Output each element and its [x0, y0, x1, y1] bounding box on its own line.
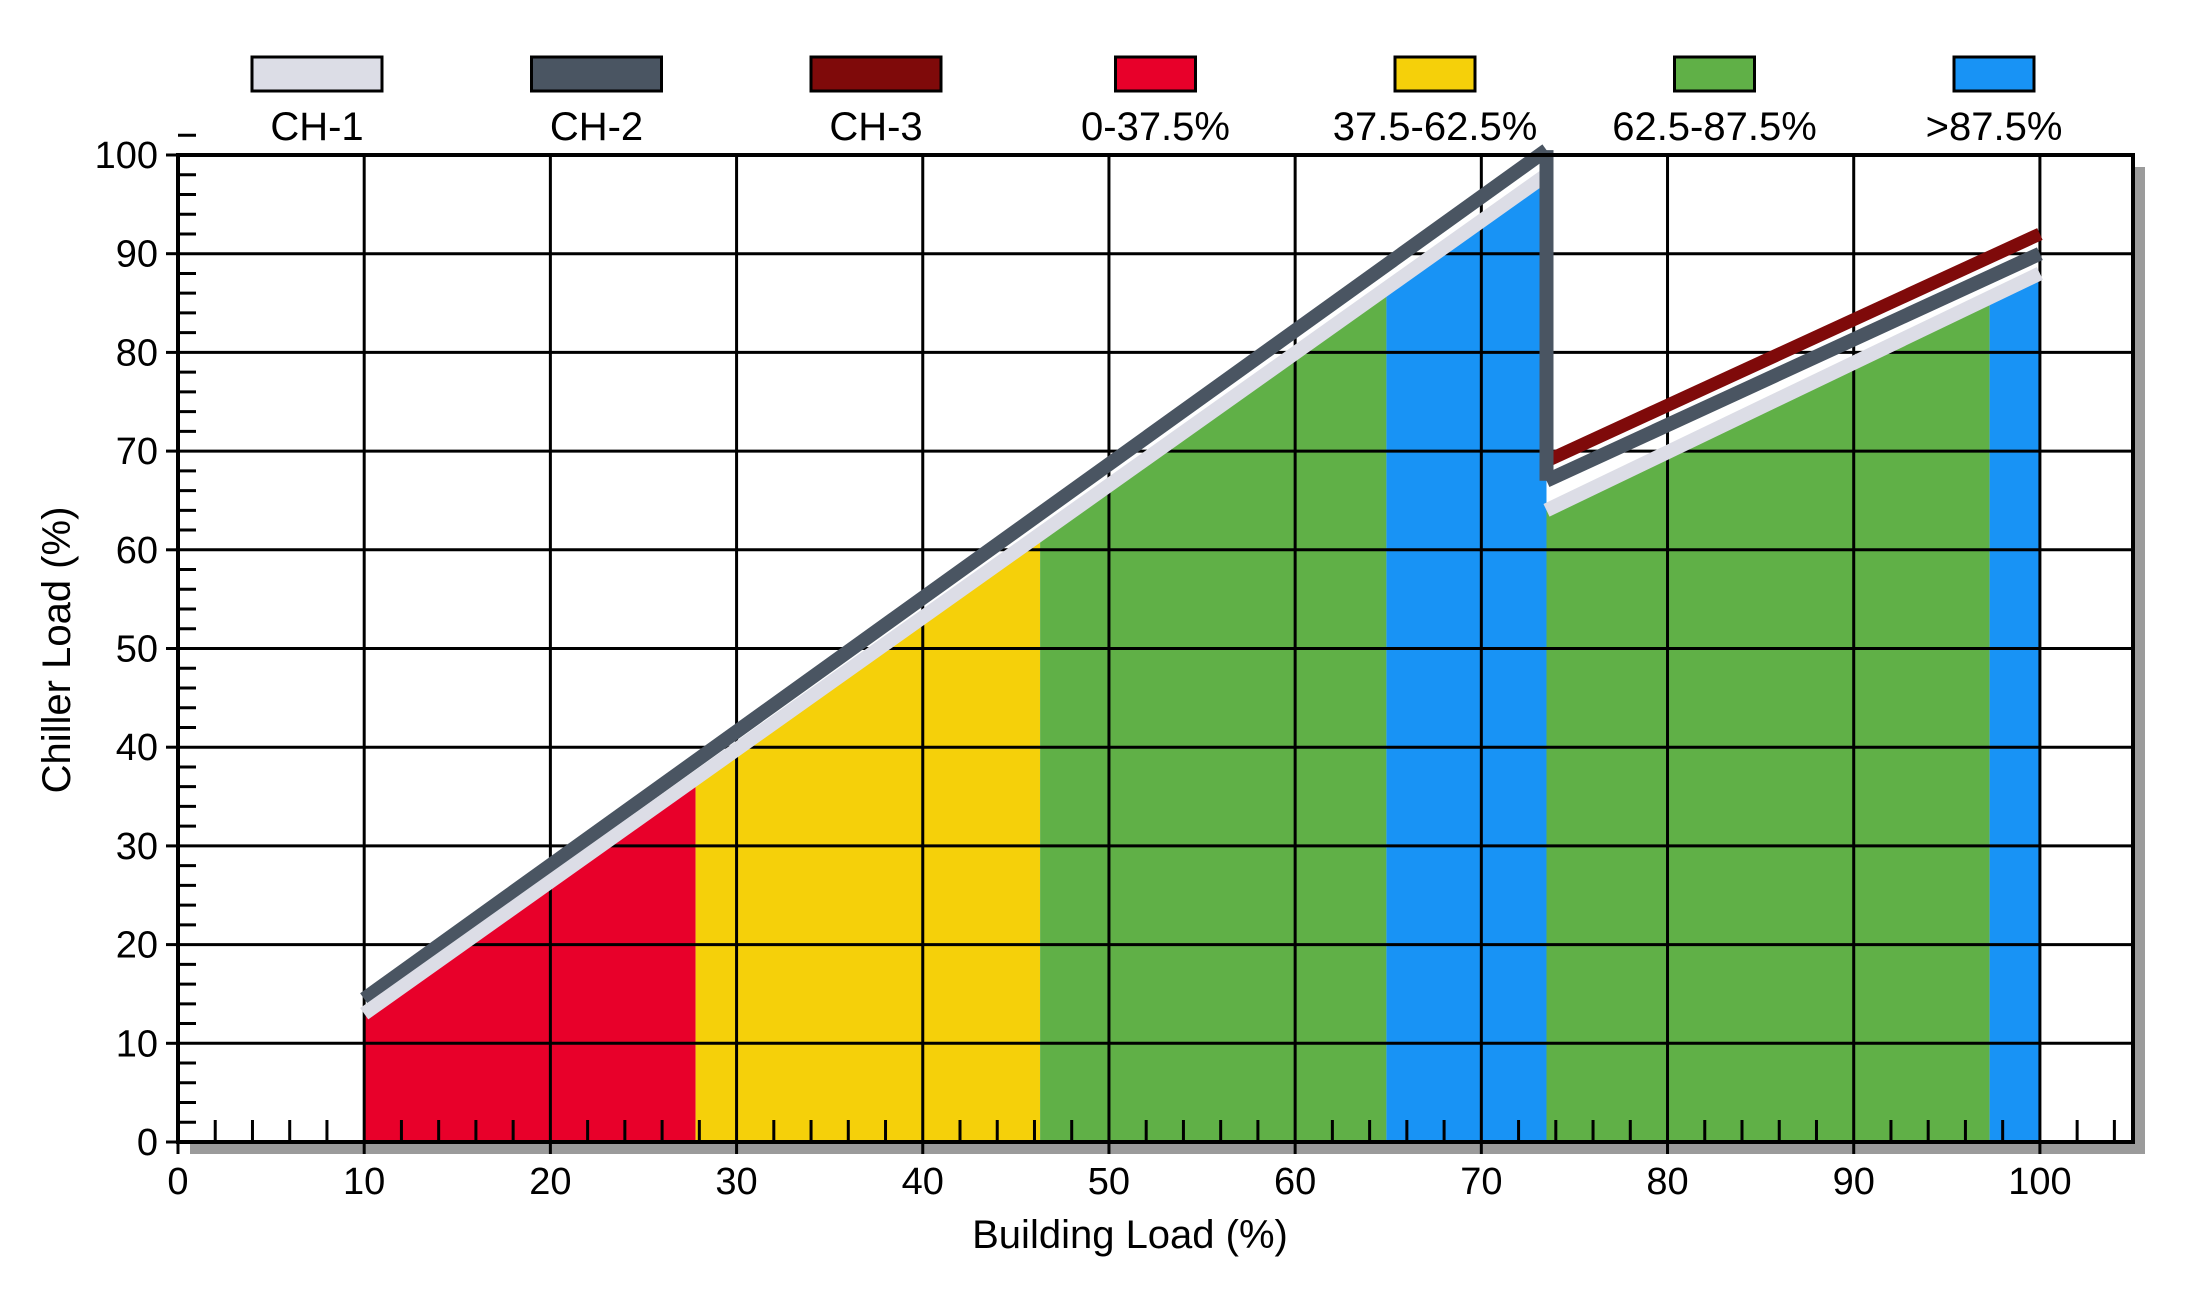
y-tick-label-4: 40 [116, 727, 158, 769]
legend-label-5: 62.5-87.5% [1612, 105, 1817, 149]
x-tick-label-10: 100 [2008, 1161, 2071, 1203]
region-4 [1546, 297, 1990, 1143]
x-axis-ticks: 0 10 20 30 40 50 60 70 80 90 100 [167, 1142, 2072, 1203]
legend-swatch-6 [1952, 55, 2036, 93]
y-axis-label: Chiller Load (%) [35, 507, 79, 794]
minor-ticks [178, 133, 2116, 1142]
series-ch-1-segment-0 [360, 168, 1551, 1020]
series-lines [360, 144, 2043, 1020]
series-ch-3-segment-0 [1543, 228, 2043, 467]
legend-label-0: CH-1 [270, 105, 363, 149]
legend-swatch-3 [1114, 55, 1197, 93]
y-tick-label-3: 30 [116, 826, 158, 868]
x-tick-label-4: 40 [902, 1161, 944, 1203]
x-tick-label-8: 80 [1646, 1161, 1688, 1203]
legend-label-4: 37.5-62.5% [1333, 105, 1538, 149]
x-tick-label-0: 0 [167, 1161, 188, 1203]
legend-swatch-5 [1673, 55, 1756, 93]
grid [178, 153, 2133, 1142]
series-ch-2-segment-1 [1543, 247, 2043, 488]
x-tick-label-7: 70 [1460, 1161, 1502, 1203]
x-tick-label-2: 20 [529, 1161, 571, 1203]
legend-label-3: 0-37.5% [1081, 105, 1230, 149]
x-tick-label-5: 50 [1088, 1161, 1130, 1203]
region-5 [1989, 273, 2040, 1142]
series-ch-2-segment-0 [360, 144, 1551, 1005]
region-2 [1040, 288, 1387, 1142]
y-tick-label-7: 70 [116, 431, 158, 473]
y-tick-label-6: 60 [116, 530, 158, 572]
region-0 [364, 778, 696, 1142]
y-tick-label-2: 20 [116, 925, 158, 967]
y-tick-label-5: 50 [116, 629, 158, 671]
x-tick-label-6: 60 [1274, 1161, 1316, 1203]
legend-label-1: CH-2 [550, 105, 643, 149]
y-tick-label-1: 10 [116, 1023, 158, 1065]
y-axis-ticks: 0 10 20 30 40 50 60 70 80 90 100 [95, 135, 178, 1164]
legend: CH-1 CH-2 CH-3 0-37.5% 37.5-62.5% 62.5-87.5% >… [250, 55, 2063, 149]
x-tick-label-1: 10 [343, 1161, 385, 1203]
y-tick-label-9: 90 [116, 234, 158, 276]
load-regions [364, 174, 2040, 1143]
y-tick-label-0: 0 [137, 1122, 158, 1164]
legend-swatch-2 [809, 55, 943, 93]
x-tick-label-3: 30 [715, 1161, 757, 1203]
legend-swatch-1 [530, 55, 663, 93]
y-tick-label-8: 80 [116, 332, 158, 374]
y-tick-label-10: 100 [95, 135, 158, 177]
region-1 [695, 534, 1041, 1142]
x-tick-label-9: 90 [1833, 1161, 1875, 1203]
series-ch-1-segment-1 [1543, 267, 2043, 517]
x-axis-label: Building Load (%) [972, 1213, 1288, 1257]
legend-label-2: CH-3 [829, 105, 922, 149]
legend-swatch-0 [250, 55, 384, 93]
region-3 [1386, 174, 1547, 1142]
legend-swatch-4 [1393, 55, 1477, 93]
legend-label-6: >87.5% [1926, 105, 2063, 149]
